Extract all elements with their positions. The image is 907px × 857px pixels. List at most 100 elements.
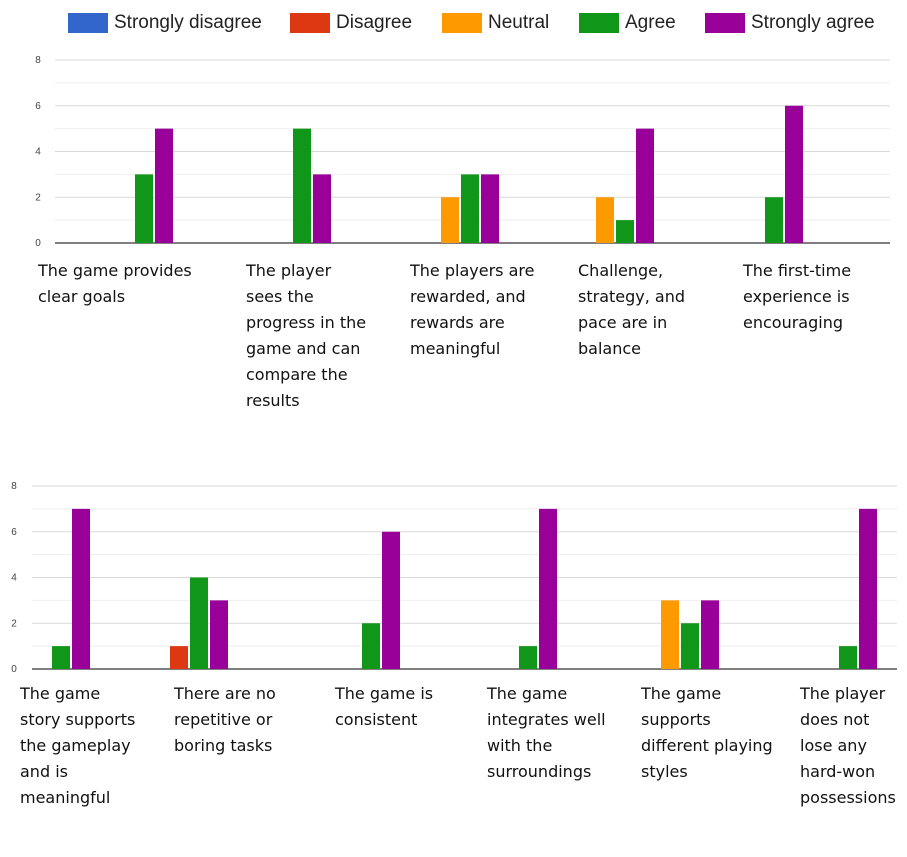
y-tick-label: 4 (11, 573, 17, 584)
legend-item-strongly-disagree: Strongly disagree (68, 8, 262, 38)
bar (596, 197, 614, 243)
bar (616, 220, 634, 243)
y-tick-label: 6 (35, 101, 41, 112)
legend-label: Disagree (336, 12, 413, 33)
category-label: The players are rewarded, and rewards are m… (410, 258, 534, 362)
bar (859, 508, 877, 669)
legend-item-neutral: Neutral (442, 8, 549, 38)
category-label-line: The game (487, 684, 568, 703)
bar (765, 197, 783, 243)
y-tick-label: 2 (35, 192, 41, 203)
category-label: There are no repetitive or boring tasks (174, 681, 276, 759)
category-label-line: repetitive or (174, 710, 273, 729)
category-label-line: strategy, and (578, 287, 686, 306)
category-label-line: compare the (246, 365, 348, 384)
category-label-line: styles (641, 762, 688, 781)
category-label-line: The player (246, 261, 332, 280)
category-label: The game provides clear goals (38, 258, 192, 310)
legend-label: Neutral (488, 12, 550, 33)
category-label-line: pace are in (578, 313, 668, 332)
category-label-line: and is (20, 762, 68, 781)
legend-item-agree: Agree (579, 8, 676, 38)
category-label-line: the gameplay (20, 736, 131, 755)
category-label-line: The game provides (38, 261, 192, 280)
category-label-line: rewards are (410, 313, 505, 332)
category-label-line: The players are (410, 261, 535, 280)
category-label-line: surroundings (487, 762, 592, 781)
legend-swatch (68, 13, 108, 33)
bar (52, 646, 70, 669)
bar (636, 128, 654, 243)
legend-swatch (579, 13, 619, 33)
legend-item-disagree: Disagree (290, 8, 412, 38)
category-label-line: different playing (641, 736, 773, 755)
category-label-line: boring tasks (174, 736, 273, 755)
bar (441, 197, 459, 243)
bar (539, 508, 557, 669)
y-tick-label: 2 (11, 618, 17, 629)
category-label-line: The game (20, 684, 101, 703)
category-label: The game is consistent (335, 681, 433, 733)
category-label-line: meaningful (410, 339, 501, 358)
category-label-line: sees the (246, 287, 314, 306)
legend-label: Strongly agree (751, 12, 875, 33)
category-label: The first-time experience is encouraging (743, 258, 851, 336)
bar (135, 174, 153, 243)
category-label: The game integrates well with the surroundi… (487, 681, 606, 785)
bar (481, 174, 499, 243)
category-label-line: meaningful (20, 788, 111, 807)
category-label-line: supports (641, 710, 711, 729)
category-label-line: clear goals (38, 287, 126, 306)
y-tick-label: 0 (11, 664, 17, 675)
legend: Strongly disagree Disagree Neutral Agree… (0, 8, 907, 38)
category-label: The player does not lose any hard-won posses… (800, 681, 896, 811)
category-label-line: The game is (335, 684, 434, 703)
category-label-line: There are no (174, 684, 276, 703)
category-label-line: The game (641, 684, 722, 703)
category-label: The game story supports the gameplay and is… (20, 681, 135, 811)
category-label-line: does not (800, 710, 870, 729)
category-label-line: balance (578, 339, 641, 358)
bar (170, 646, 188, 669)
category-label-line: possessions (800, 788, 896, 807)
category-label-line: with the (487, 736, 553, 755)
bar (293, 128, 311, 243)
category-label-line: rewarded, and (410, 287, 526, 306)
bar (681, 623, 699, 669)
y-tick-label: 4 (35, 147, 41, 158)
category-label: Challenge, strategy, and pace are in balanc… (578, 258, 685, 362)
category-label-line: experience is (743, 287, 850, 306)
category-label-line: encouraging (743, 313, 843, 332)
category-label-line: hard-won (800, 762, 876, 781)
bar (519, 646, 537, 669)
bar (190, 577, 208, 669)
category-label-line: The player (800, 684, 886, 703)
bar (155, 128, 173, 243)
category-label-line: progress in the (246, 313, 367, 332)
category-label-line: results (246, 391, 300, 410)
y-tick-label: 0 (35, 238, 41, 249)
bar (313, 174, 331, 243)
category-label: The player sees the progress in the game an… (246, 258, 366, 414)
legend-swatch (290, 13, 330, 33)
bar (785, 105, 803, 243)
y-tick-label: 8 (11, 481, 17, 492)
bar (661, 600, 679, 669)
legend-swatch (705, 13, 745, 33)
category-label-line: story supports (20, 710, 136, 729)
category-label-line: lose any (800, 736, 867, 755)
category-label-line: Challenge, (578, 261, 664, 280)
legend-label: Strongly disagree (114, 12, 262, 33)
legend-swatch (442, 13, 482, 33)
bar (839, 646, 857, 669)
bar (701, 600, 719, 669)
bar (382, 531, 400, 669)
bar (461, 174, 479, 243)
category-label-line: consistent (335, 710, 418, 729)
bar (210, 600, 228, 669)
legend-label: Agree (625, 12, 676, 33)
bar (72, 508, 90, 669)
bar (362, 623, 380, 669)
y-tick-label: 8 (35, 55, 41, 66)
